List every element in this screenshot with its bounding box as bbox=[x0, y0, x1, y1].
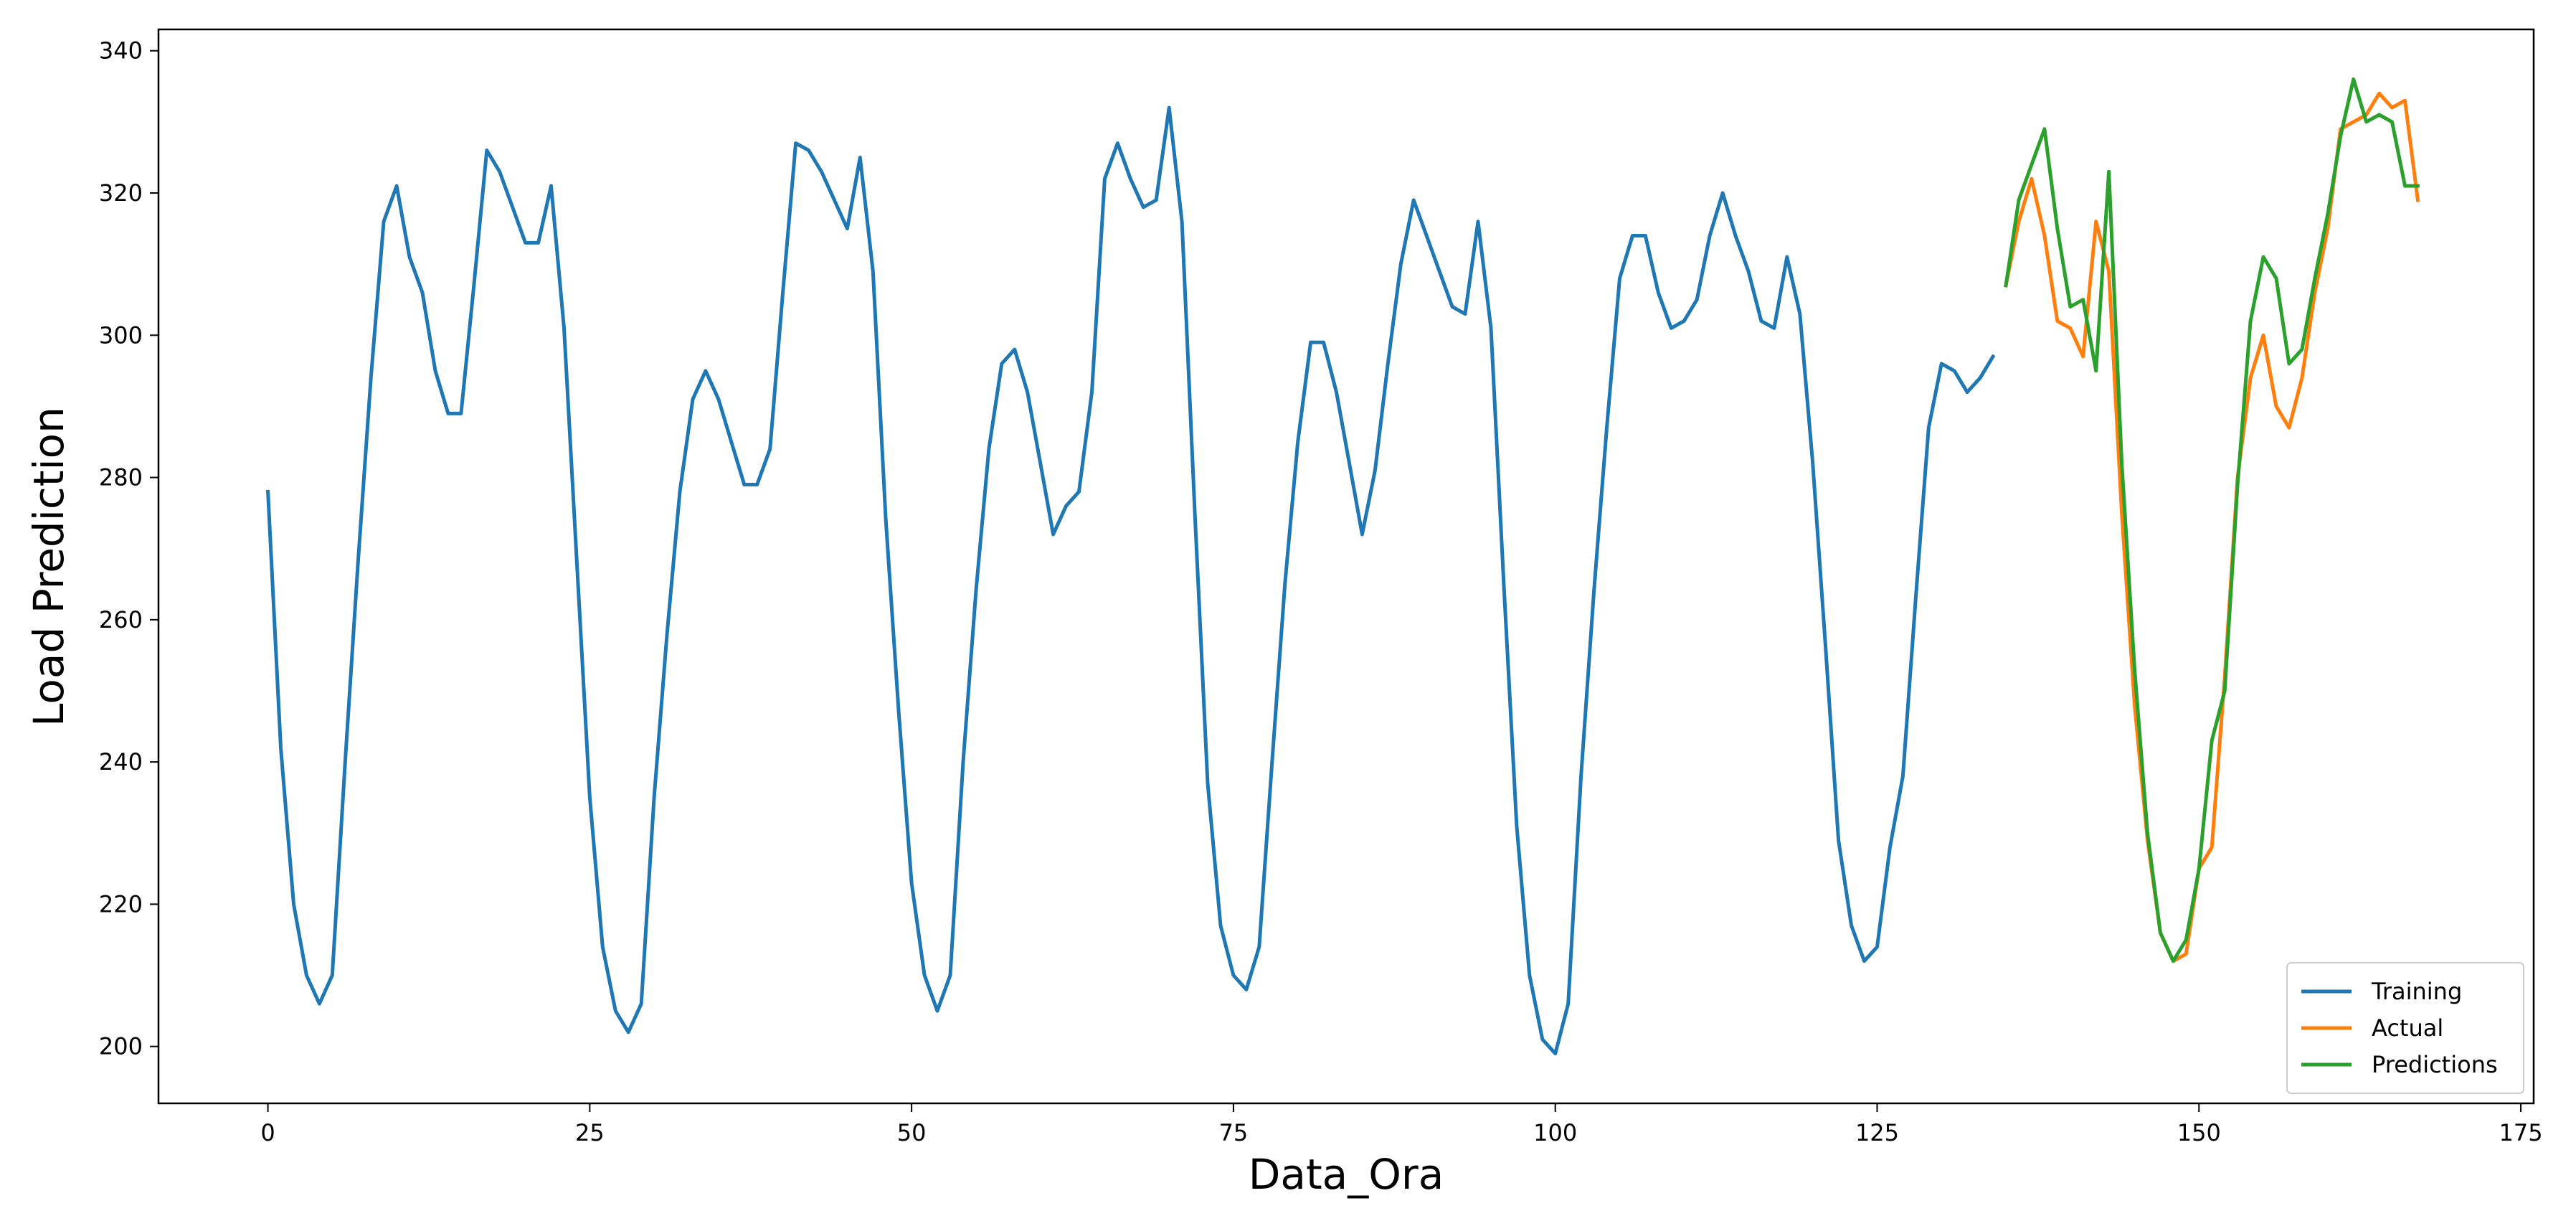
y-tick-label: 280 bbox=[99, 464, 143, 491]
series-line-training bbox=[265, 105, 1996, 1056]
y-axis-title: Load Prediction bbox=[24, 407, 73, 727]
y-tick-label: 340 bbox=[99, 37, 143, 65]
legend-label: Predictions bbox=[2372, 1051, 2498, 1078]
x-tick-label: 175 bbox=[2499, 1119, 2543, 1146]
x-axis-title: Data_Ora bbox=[1249, 1150, 1444, 1199]
y-tick-label: 200 bbox=[99, 1033, 143, 1060]
x-tick-label: 50 bbox=[897, 1119, 927, 1146]
x-tick-label: 100 bbox=[1533, 1119, 1577, 1146]
x-tick-label: 0 bbox=[260, 1119, 275, 1146]
legend: Training Actual Predictions bbox=[2286, 962, 2524, 1094]
legend-label: Actual bbox=[2372, 1014, 2443, 1042]
x-tick-label: 125 bbox=[1855, 1119, 1899, 1146]
y-tick-label: 240 bbox=[99, 748, 143, 776]
series-line-predictions bbox=[2004, 77, 2420, 963]
y-tick-label: 300 bbox=[99, 321, 143, 349]
y-tick-label: 260 bbox=[99, 606, 143, 633]
plot-lines bbox=[265, 77, 2420, 1056]
x-axis: 0 25 50 75 100 125 150 175 bbox=[260, 1103, 2543, 1146]
y-tick-label: 220 bbox=[99, 890, 143, 918]
legend-box bbox=[2286, 962, 2524, 1094]
plot-frame bbox=[157, 28, 2535, 1105]
y-axis: 200 220 240 260 280 300 320 340 bbox=[99, 37, 158, 1060]
series-line-actual bbox=[2004, 91, 2420, 963]
x-tick-label: 75 bbox=[1219, 1119, 1249, 1146]
x-tick-label: 150 bbox=[2177, 1119, 2221, 1146]
legend-label: Training bbox=[2371, 978, 2462, 1005]
x-tick-label: 25 bbox=[575, 1119, 605, 1146]
y-tick-label: 320 bbox=[99, 179, 143, 207]
